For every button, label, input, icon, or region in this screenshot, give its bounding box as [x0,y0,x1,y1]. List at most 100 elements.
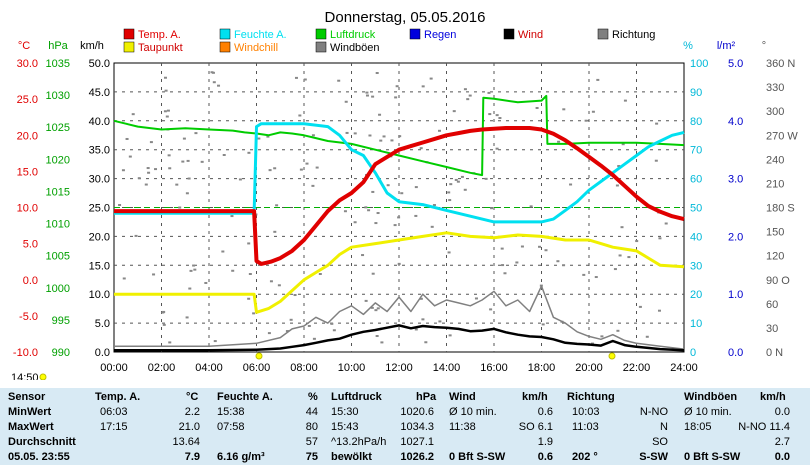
axis-tick-label: 0.0 [728,347,743,359]
direction-dot [186,159,190,162]
direction-dot [305,162,309,165]
direction-dot [447,251,451,254]
direction-dot [213,340,217,343]
legend-label: Wind [518,29,543,41]
legend-swatch [123,28,135,40]
direction-dot [168,167,172,170]
axis-tick-label: 10 [690,318,702,330]
axis-unit: °C [18,40,30,52]
direction-dot [544,249,548,252]
direction-dot [503,272,507,275]
direction-dot [657,309,661,312]
table-cell: Ø 10 min. [684,406,732,418]
direction-dot [615,184,619,187]
axis-tick-label: 20.0 [17,130,38,142]
axis-tick-label: -10.0 [13,347,38,359]
direction-dot [538,245,542,248]
direction-dot [268,169,272,172]
axis-unit: % [683,40,693,52]
direction-dot [307,324,311,327]
direction-dot [353,221,357,224]
direction-dot [182,137,186,140]
legend-swatch [219,28,231,40]
legend-label: Windböen [330,42,380,54]
table-cell: 1034.3 [400,421,434,433]
direction-dot [655,122,659,125]
direction-dot [638,305,642,308]
axis-tick-label: 1035 [46,58,70,70]
legend-label: Richtung [612,29,655,41]
header-pressure-unit: hPa [416,391,437,403]
axis-tick-label: 0 [690,347,696,359]
series-lines [113,94,685,352]
axis-tick-label: 20 [690,289,702,301]
x-tick-label: 24:00 [670,362,698,374]
direction-dot [125,137,129,140]
direction-dot [273,167,277,170]
series-line [114,231,685,314]
direction-dot [376,307,380,310]
direction-dot [181,160,185,163]
table-cell: 11:38 [449,421,476,433]
table-cell: 202 ° [572,451,598,463]
axis-tick-label: 180 S [766,203,795,215]
axis-tick-label: 30 [690,260,702,272]
table-cell: 44 [305,406,318,418]
direction-dot [212,81,216,84]
table-cell: 07:58 [217,421,245,433]
direction-dot [277,284,281,287]
direction-dot [498,117,502,120]
direction-dot [501,264,505,267]
marker-dot [39,373,47,380]
direction-dot [247,297,251,300]
table-cell: MinWert [8,406,52,418]
direction-dot [364,299,368,302]
direction-dot [515,261,519,264]
axis-unit: l/m² [717,40,736,52]
direction-dot [562,264,566,267]
direction-dot [474,297,478,300]
axis-tick-label: -5.0 [19,311,38,323]
direction-dot [266,135,270,138]
direction-dot [200,160,204,163]
x-tick-label: 04:00 [195,362,223,374]
axis-tick-label: 1010 [46,219,70,231]
x-tick-label: 16:00 [480,362,508,374]
axis-tick-label: 20.0 [89,231,110,243]
direction-dot [613,268,617,271]
legend-swatch [315,28,327,40]
direction-dot [230,215,234,218]
direction-dot [620,226,624,229]
direction-dot [368,134,372,137]
axis-tick-label: 1025 [46,122,70,134]
header-temp-unit: °C [186,391,199,403]
axis-tick-label: 100 [690,58,708,70]
direction-dot [460,175,464,178]
direction-dot [562,108,566,111]
header-pressure: Luftdruck [331,391,382,403]
direction-dot [222,154,226,157]
direction-dot [343,210,347,213]
direction-dot [273,230,277,233]
direction-dot [582,273,586,276]
direction-dot [192,264,196,267]
direction-dot [247,242,251,245]
direction-dot [167,154,171,157]
direction-dot [294,76,298,79]
axis-tick-label: 1030 [46,90,70,102]
axis-tick-label: 80 [690,116,702,128]
direction-dot [487,91,491,94]
direction-dot [488,113,492,116]
axis-unit: hPa [48,40,68,52]
direction-dot [645,335,649,338]
axis-tick-label: 40 [690,231,702,243]
table-cell: 0 Bft S-SW [449,451,506,463]
direction-dot [447,191,451,194]
direction-dot [430,225,434,228]
direction-dot [438,320,442,323]
direction-dot [658,237,662,240]
axis-tick-label: 270 W [766,130,798,142]
axis-tick-label: 25.0 [89,203,110,215]
direction-dot [175,183,179,186]
legend-label: Regen [424,29,456,41]
